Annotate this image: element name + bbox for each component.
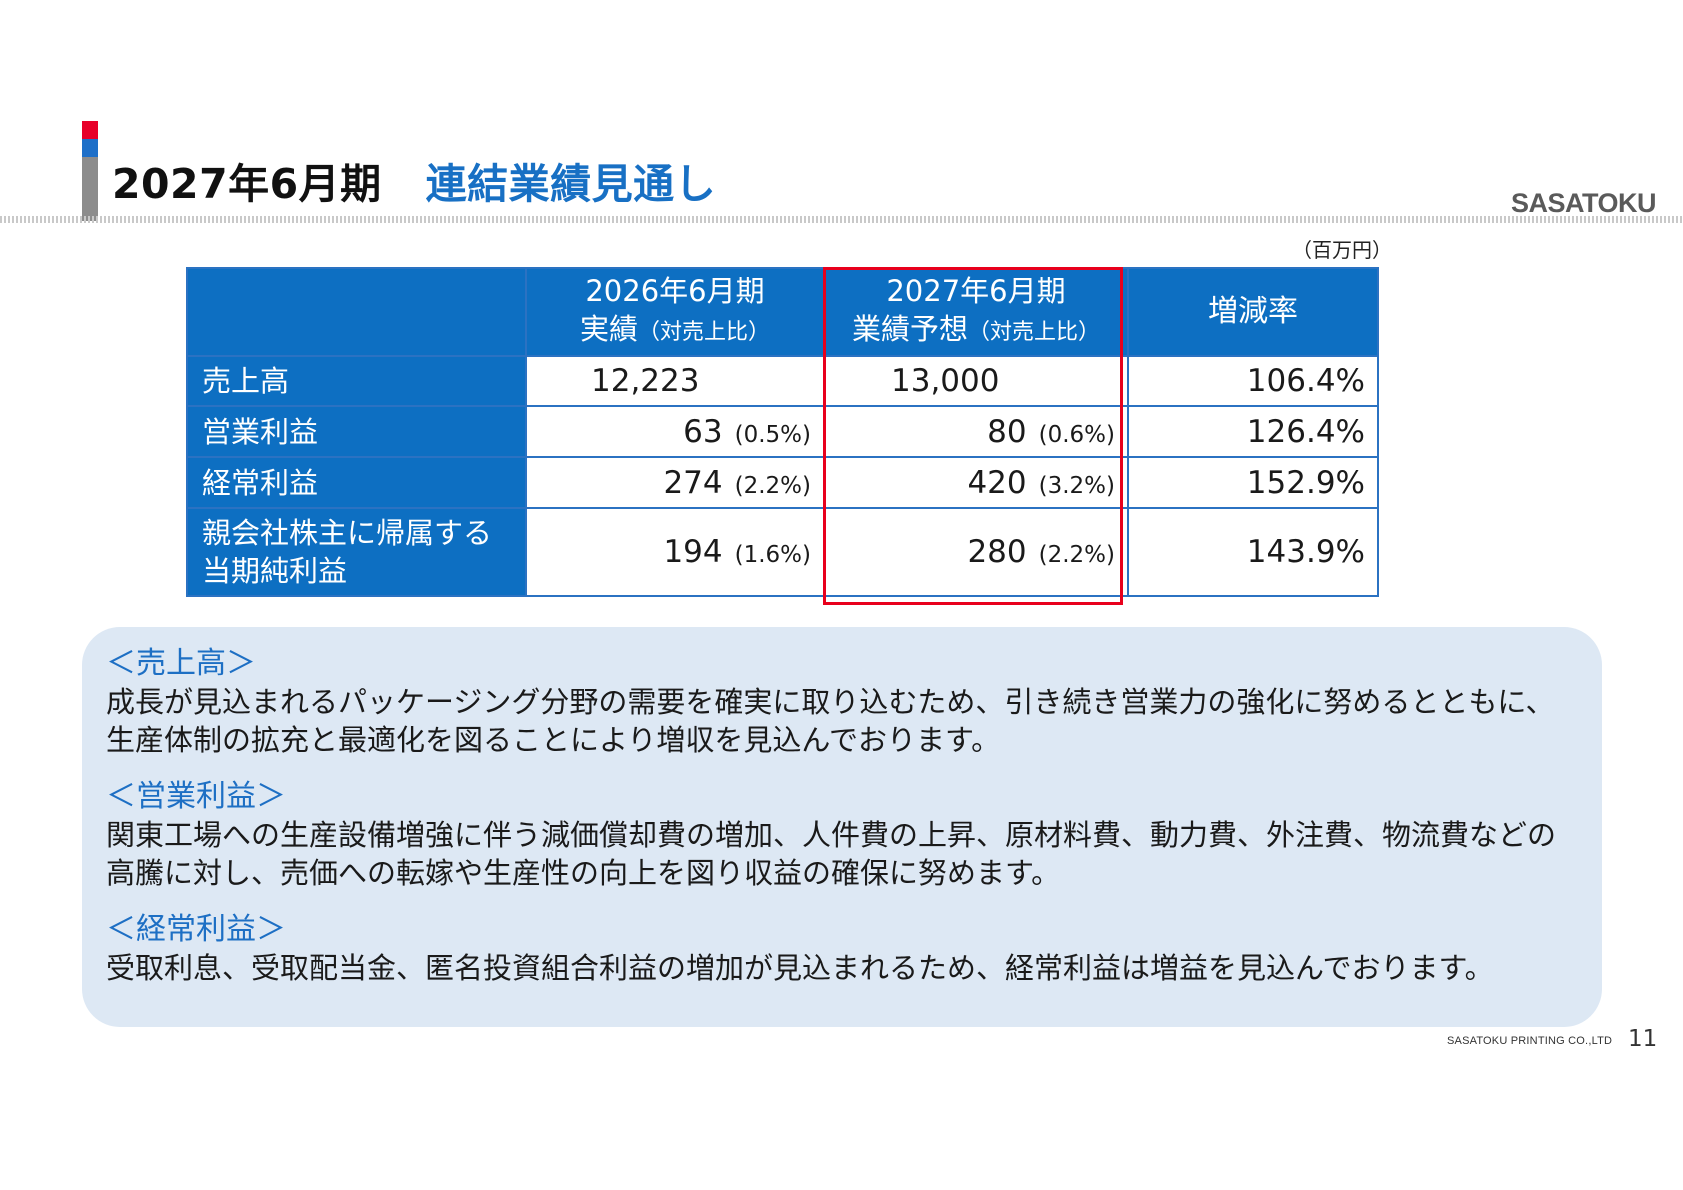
page-number: 11 <box>1628 1026 1658 1052</box>
cell-fy2027: 13,000 <box>823 355 1129 407</box>
accent-red <box>82 121 98 139</box>
note-text: 生産体制の拡充と最適化を図ることにより増収を見込んでおります。 <box>106 723 1001 757</box>
header-fy2026: 2026年6月期 実績（対売上比） <box>525 267 825 357</box>
title-subject: 連結業績見通し <box>425 160 717 208</box>
footer-company: SASATOKU PRINTING CO.,LTD <box>1447 1035 1613 1047</box>
commentary-box: ＜売上高＞ 成長が見込まれるパッケージング分野の需要を確実に取り込むため、引き続… <box>82 627 1602 1027</box>
company-logo: SASATOKU <box>1511 188 1657 218</box>
cell-fy2027: 280 (2.2%) <box>823 507 1129 597</box>
note-heading: ＜売上高＞ <box>106 646 256 681</box>
table-row: 経常利益 274 (2.2%) 420 (3.2%) 152.9% <box>186 456 1379 509</box>
note-text: 受取利息、受取配当金、匿名投資組合利益の増加が見込まれるため、経常利益は増益を見… <box>106 951 1494 985</box>
cell-change: 106.4% <box>1127 355 1379 407</box>
note-sales: ＜売上高＞ 成長が見込まれるパッケージング分野の需要を確実に取り込むため、引き続… <box>106 645 1586 759</box>
cell-fy2026: 63 (0.5%) <box>525 405 825 458</box>
note-heading: ＜経常利益＞ <box>106 912 286 947</box>
table-row: 親会社株主に帰属する 当期純利益 194 (1.6%) 280 (2.2%) 143… <box>186 507 1379 597</box>
page-title: 2027年6月期 連結業績見通し <box>112 150 716 210</box>
note-text: 成長が見込まれるパッケージング分野の需要を確実に取り込むため、引き続き営業力の強… <box>106 685 1555 719</box>
header-blank <box>186 267 527 357</box>
unit-note: （百万円） <box>1292 238 1392 262</box>
title-accent-bar <box>82 121 98 221</box>
table-row: 営業利益 63 (0.5%) 80 (0.6%) 126.4% <box>186 405 1379 458</box>
cell-fy2027: 420 (3.2%) <box>823 456 1129 509</box>
table-header-row: 2026年6月期 実績（対売上比） 2027年6月期 業績予想（対売上比） 増減… <box>186 267 1379 357</box>
cell-change: 143.9% <box>1127 507 1379 597</box>
row-label-net-income: 親会社株主に帰属する 当期純利益 <box>186 507 527 597</box>
note-heading: ＜営業利益＞ <box>106 779 286 814</box>
cell-fy2027: 80 (0.6%) <box>823 405 1129 458</box>
table-row: 売上高 12,223 13,000 106.4% <box>186 355 1379 407</box>
accent-blue <box>82 139 98 157</box>
row-label-sales: 売上高 <box>186 355 527 407</box>
note-text: 高騰に対し、売価への転嫁や生産性の向上を図り収益の確保に努めます。 <box>106 856 1061 890</box>
note-operating-profit: ＜営業利益＞ 関東工場への生産設備増強に伴う減価償却費の増加、人件費の上昇、原材… <box>106 778 1586 892</box>
cell-fy2026: 12,223 <box>525 355 825 407</box>
header-divider <box>0 216 1683 223</box>
note-ordinary-profit: ＜経常利益＞ 受取利息、受取配当金、匿名投資組合利益の増加が見込まれるため、経常… <box>106 911 1586 987</box>
cell-fy2026: 194 (1.6%) <box>525 507 825 597</box>
row-label-operating-profit: 営業利益 <box>186 405 527 458</box>
accent-gray <box>82 157 98 221</box>
cell-change: 126.4% <box>1127 405 1379 458</box>
header-fy2027: 2027年6月期 業績予想（対売上比） <box>823 267 1129 357</box>
cell-fy2026: 274 (2.2%) <box>525 456 825 509</box>
forecast-table: 2026年6月期 実績（対売上比） 2027年6月期 業績予想（対売上比） 増減… <box>186 267 1379 597</box>
header-change-rate: 増減率 <box>1127 267 1379 357</box>
row-label-ordinary-profit: 経常利益 <box>186 456 527 509</box>
note-text: 関東工場への生産設備増強に伴う減価償却費の増加、人件費の上昇、原材料費、動力費、… <box>106 818 1557 852</box>
title-period: 2027年6月期 <box>112 160 382 208</box>
cell-change: 152.9% <box>1127 456 1379 509</box>
